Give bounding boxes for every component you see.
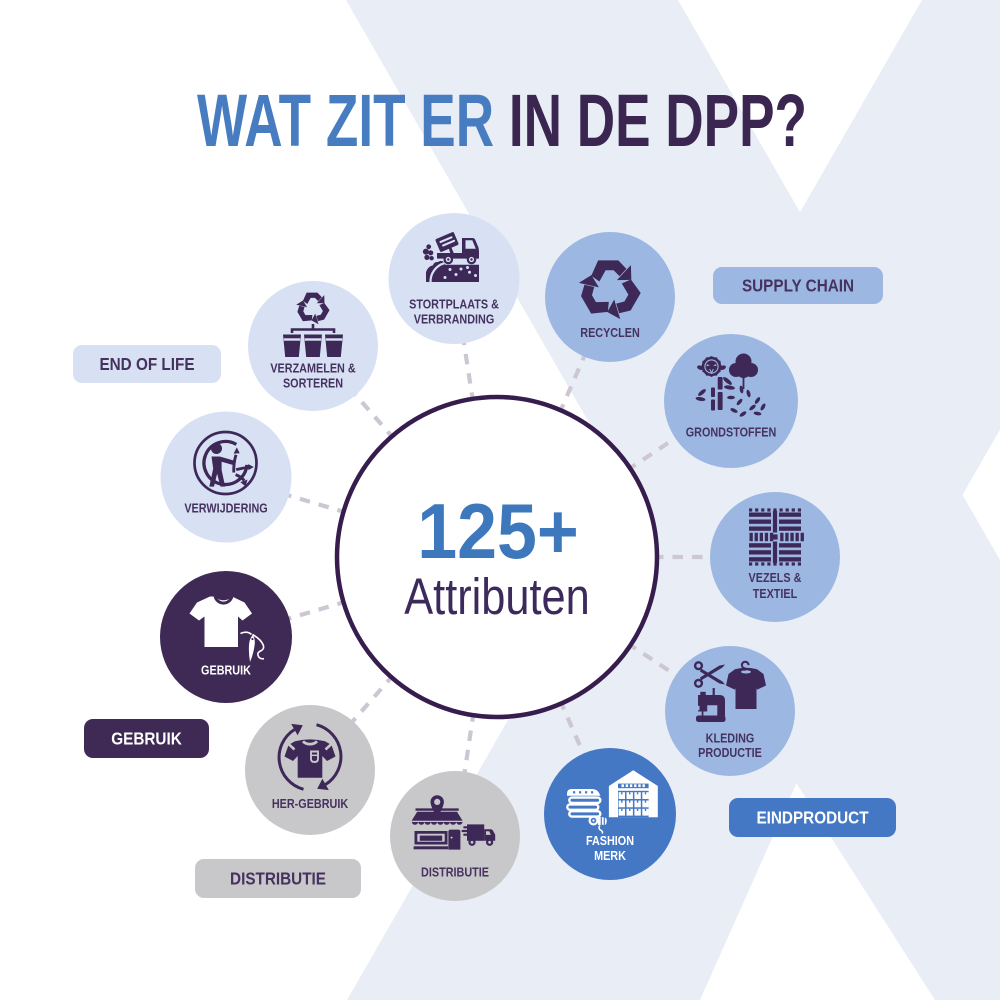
svg-text:DISTRIBUTIE: DISTRIBUTIE [230, 868, 326, 888]
svg-text:WAT ZIT ER IN DE DPP?: WAT ZIT ER IN DE DPP? [197, 79, 807, 162]
svg-text:HER-GEBRUIK: HER-GEBRUIK [272, 796, 349, 811]
svg-text:VERWIJDERING: VERWIJDERING [184, 500, 267, 515]
svg-text:RECYCLEN: RECYCLEN [580, 325, 640, 340]
svg-text:FASHION: FASHION [586, 833, 634, 848]
svg-text:DISTRIBUTIE: DISTRIBUTIE [421, 864, 489, 879]
svg-text:GEBRUIK: GEBRUIK [111, 728, 181, 748]
svg-text:KLEDING: KLEDING [706, 730, 755, 745]
svg-text:MERK: MERK [594, 848, 626, 863]
svg-text:Attributen: Attributen [404, 569, 589, 626]
svg-text:GRONDSTOFFEN: GRONDSTOFFEN [686, 424, 777, 439]
svg-text:STORTPLAATS &: STORTPLAATS & [409, 296, 499, 311]
svg-text:PRODUCTIE: PRODUCTIE [698, 745, 762, 760]
svg-text:125+: 125+ [417, 487, 579, 574]
svg-text:GEBRUIK: GEBRUIK [201, 662, 251, 677]
svg-text:VERZAMELEN &: VERZAMELEN & [270, 360, 356, 375]
svg-text:TEXTIEL: TEXTIEL [753, 586, 797, 601]
svg-text:VERBRANDING: VERBRANDING [414, 312, 495, 327]
svg-text:SORTEREN: SORTEREN [283, 375, 343, 390]
svg-text:END OF LIFE: END OF LIFE [99, 354, 194, 374]
svg-text:VEZELS &: VEZELS & [749, 570, 802, 585]
svg-text:SUPPLY CHAIN: SUPPLY CHAIN [742, 275, 854, 295]
svg-text:EINDPRODUCT: EINDPRODUCT [756, 807, 869, 827]
